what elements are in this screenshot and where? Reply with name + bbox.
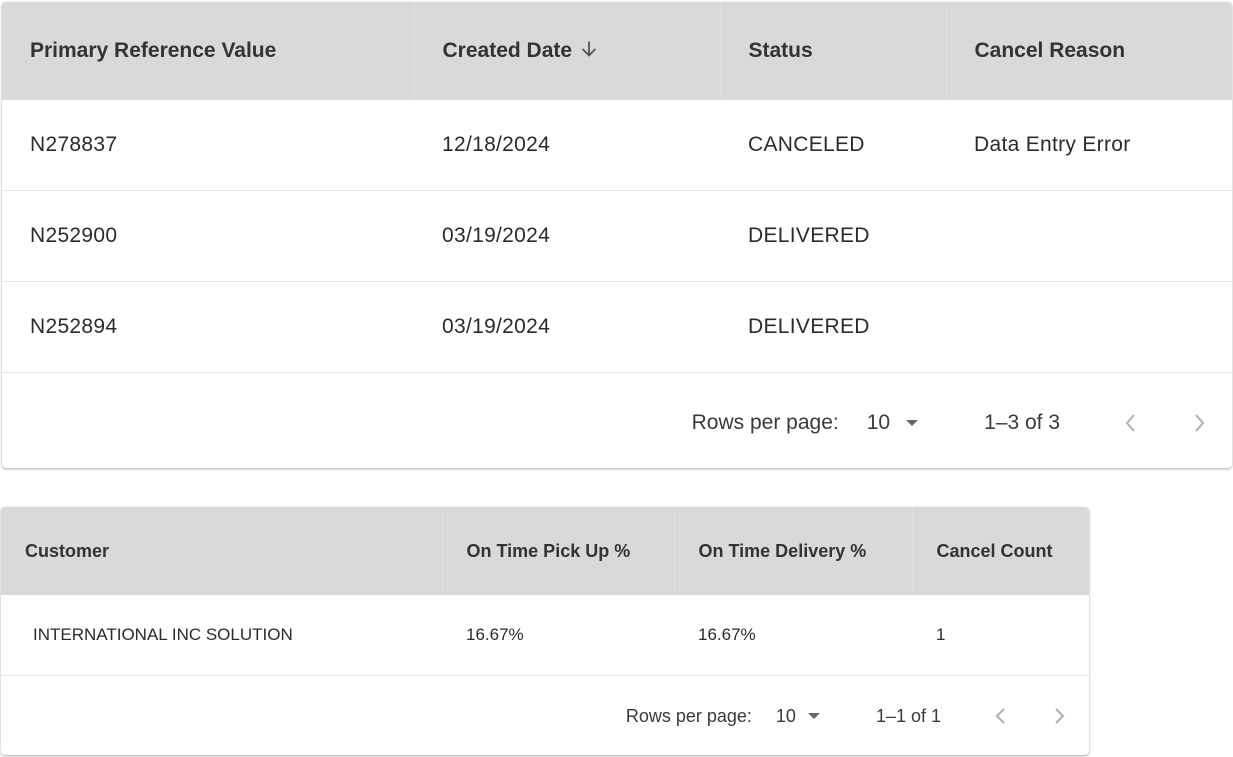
orders-header-row: Primary Reference Value Created Date Sta… [2,2,1232,100]
cell-primary-reference: N278837 [2,100,414,191]
column-header-on-time-pickup[interactable]: On Time Pick Up % [442,507,675,595]
column-header-cancel-reason[interactable]: Cancel Reason [946,2,1232,100]
cell-status: DELIVERED [720,281,946,373]
cell-cancel-reason [946,190,1232,282]
table-row[interactable]: N252894 03/19/2024 DELIVERED [2,281,1232,373]
next-page-button[interactable] [1190,412,1208,434]
table-row[interactable]: N252900 03/19/2024 DELIVERED [2,190,1232,282]
column-header-status[interactable]: Status [720,2,947,100]
column-header-on-time-delivery[interactable]: On Time Delivery % [674,507,913,595]
cell-customer: INTERNATIONAL INC SOLUTION [1,595,442,676]
arrow-down-icon[interactable] [578,38,600,60]
pagination-range: 1–3 of 3 [984,410,1060,434]
orders-pagination: Rows per page: 10 1–3 of 3 [692,377,1232,468]
next-page-button[interactable] [1051,706,1067,726]
rows-per-page-select[interactable]: 10 [776,706,820,727]
chevron-right-icon [1195,413,1205,432]
cell-status: CANCELED [720,100,946,191]
previous-page-button[interactable] [1122,412,1140,434]
cell-created-date: 03/19/2024 [414,281,720,373]
table-row[interactable]: INTERNATIONAL INC SOLUTION 16.67% 16.67%… [1,595,1089,676]
rows-per-page-select[interactable]: 10 [866,410,919,435]
rows-per-page-label: Rows per page: [691,410,839,434]
customer-summary-card: Customer On Time Pick Up % On Time Deliv… [1,507,1089,755]
column-header-customer[interactable]: Customer [1,507,443,595]
chevron-left-icon [995,708,1005,724]
column-header-primary-reference[interactable]: Primary Reference Value [2,2,415,100]
chevron-left-icon [1125,413,1135,432]
cell-created-date: 03/19/2024 [414,190,720,282]
cell-on-time-delivery: 16.67% [674,595,912,676]
cell-cancel-count: 1 [912,595,1089,676]
rows-per-page-label: Rows per page: [625,705,752,726]
chevron-right-icon [1055,708,1065,724]
caret-down-icon [906,419,919,426]
pagination-range: 1–1 of 1 [875,705,941,726]
column-header-created-date[interactable]: Created Date [414,2,721,100]
customers-header-row: Customer On Time Pick Up % On Time Deliv… [1,507,1089,595]
customers-pagination: Rows per page: 10 1–1 of 1 [626,677,1089,755]
cell-primary-reference: N252900 [2,190,414,282]
cell-status: DELIVERED [720,190,946,282]
column-header-cancel-count[interactable]: Cancel Count [912,507,1089,595]
cell-primary-reference: N252894 [2,281,414,373]
caret-down-icon [807,713,820,719]
cell-on-time-pickup: 16.67% [442,595,674,676]
previous-page-button[interactable] [993,706,1009,726]
customer-summary-table: Customer On Time Pick Up % On Time Deliv… [1,507,1089,676]
cell-created-date: 12/18/2024 [414,100,720,191]
cell-cancel-reason: Data Entry Error [946,100,1232,191]
orders-table-card: Primary Reference Value Created Date Sta… [2,2,1232,468]
rows-per-page-value: 10 [866,410,891,434]
table-row[interactable]: N278837 12/18/2024 CANCELED Data Entry E… [2,100,1232,191]
orders-table: Primary Reference Value Created Date Sta… [2,2,1232,373]
cell-cancel-reason [946,281,1232,373]
rows-per-page-value: 10 [775,705,796,726]
